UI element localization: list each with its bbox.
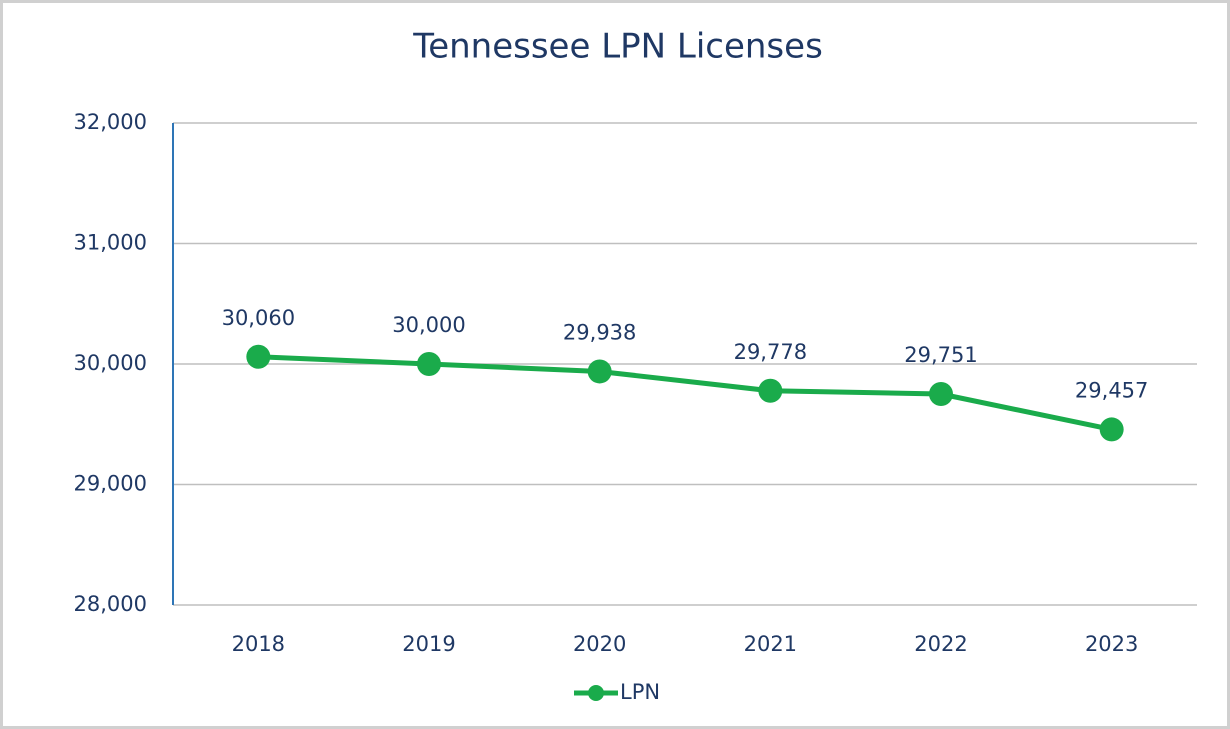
legend-label: LPN [620, 680, 660, 704]
data-label: 29,457 [1075, 378, 1148, 402]
data-label: 30,060 [222, 306, 295, 330]
y-tick-label: 30,000 [74, 351, 147, 375]
data-point [758, 378, 783, 403]
series-line [258, 354, 1113, 432]
y-tick-label: 28,000 [74, 592, 147, 616]
data-point [587, 359, 612, 384]
x-tick-label: 2022 [914, 632, 967, 656]
x-tick-label: 2018 [232, 632, 285, 656]
data-point [246, 344, 271, 369]
y-tick-label: 31,000 [74, 231, 147, 255]
data-label: 29,778 [734, 340, 807, 364]
data-label: 30,000 [392, 313, 465, 337]
x-tick-label: 2023 [1085, 632, 1138, 656]
data-point [1099, 417, 1124, 442]
x-tick-label: 2019 [402, 632, 455, 656]
chart-title: Tennessee LPN Licenses [412, 27, 823, 67]
data-point [417, 352, 441, 376]
data-label: 29,938 [563, 320, 636, 344]
y-tick-label: 29,000 [74, 472, 147, 496]
y-tick-label: 32,000 [74, 110, 147, 134]
data-label: 29,751 [904, 343, 977, 367]
x-tick-label: 2021 [744, 632, 797, 656]
legend-marker [588, 685, 604, 701]
x-tick-label: 2020 [573, 632, 626, 656]
data-point [929, 382, 953, 407]
